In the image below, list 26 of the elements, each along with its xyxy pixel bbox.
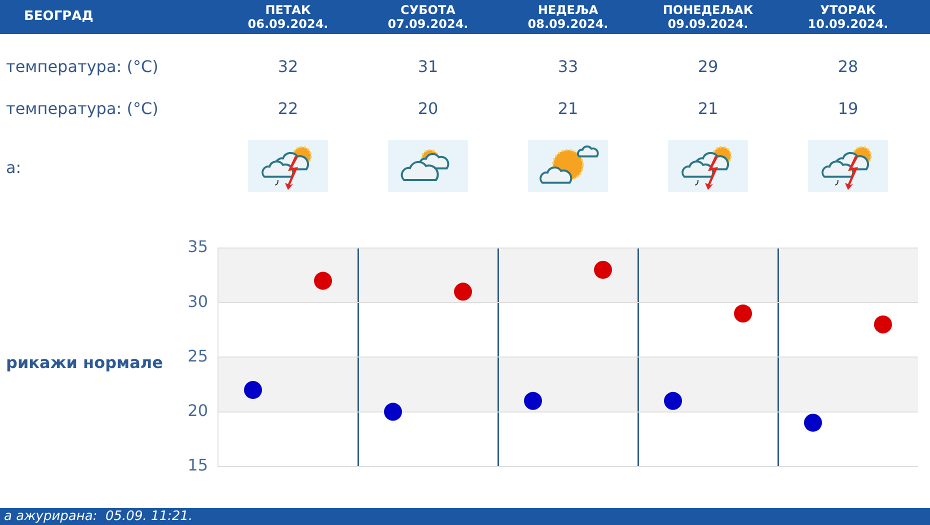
data-label: 19: [838, 99, 858, 118]
text: НЕДЕЉА 08.09.2024.: [526, 3, 610, 31]
y-tick-label: 20: [188, 400, 208, 420]
text: температура: (°C): [6, 56, 158, 78]
text: БЕОГРАД: [24, 8, 94, 26]
y-tick-label: 25: [188, 346, 208, 366]
data-label: 20: [418, 99, 438, 118]
text: а ажурирана: 05.09. 11:21.: [4, 508, 193, 525]
data-label: 21: [558, 99, 578, 118]
data-label: 31: [418, 57, 438, 76]
data-label: 33: [558, 57, 578, 76]
y-tick-label: 35: [188, 237, 208, 256]
text: ПЕТАК 06.09.2024.: [246, 3, 330, 31]
y-tick-label: 30: [188, 292, 208, 311]
data-label: 22: [278, 99, 298, 118]
text: температура: (°C): [6, 98, 158, 120]
text: УТОРАК 10.09.2024.: [806, 3, 890, 31]
y-tick-label: 15: [188, 456, 208, 475]
text: ПОНЕДЕЉАК 09.09.2024.: [662, 3, 754, 31]
data-label: 21: [698, 99, 718, 118]
text: а:: [6, 157, 22, 179]
text: рикажи нормале: [6, 352, 163, 374]
data-label: 29: [698, 57, 718, 76]
data-label: 28: [838, 57, 858, 76]
text: СУБОТА 07.09.2024.: [386, 3, 470, 31]
data-label: 32: [278, 57, 298, 76]
